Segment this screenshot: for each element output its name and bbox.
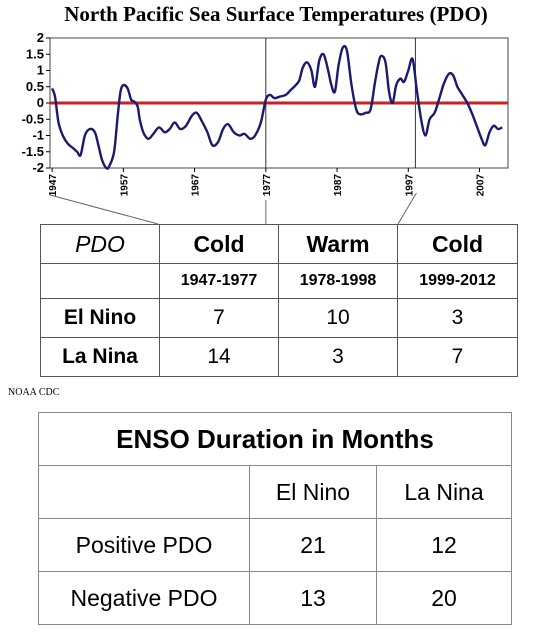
column-header-el-nino: El Nino [249,465,377,519]
count-cell: 14 [159,337,279,377]
y-tick-label: -1 [32,128,44,143]
y-tick-label: 1 [37,63,44,78]
y-tick-labels: 21.5 10.50-0.5 -1-1.5-2 [22,30,44,175]
y-tick-label: 2 [37,30,44,45]
enso-corner-cell [38,465,250,519]
x-tick-label: 2007 [476,174,487,197]
enso-duration-table: ENSO Duration in Months El Nino La Nina … [38,412,512,625]
y-tick-label: -1.5 [22,144,44,159]
enso-title-row: ENSO Duration in Months [38,412,512,466]
negative-pdo-row: Negative PDO 13 20 [38,571,512,625]
pdo-index-line [50,44,503,170]
duration-cell: 20 [376,571,512,625]
phase-cold-2-cell: Cold [397,224,518,264]
y-tick-label: 1.5 [26,46,44,61]
pdo-chart: 21.510.50-0.5-1-1.5-2 1947 1957 1967 1977 19… [22,30,509,224]
count-cell: 3 [397,298,518,338]
x-tick-labels: 1947 1957 1967 1977 1987 1997 2007 [48,174,486,197]
count-cell: 7 [397,337,518,377]
x-tick-label: 1987 [333,174,344,197]
count-cell: 10 [278,298,398,338]
phase-cold-1-cell: Cold [159,224,279,264]
y-tick-label: 0 [37,95,44,110]
row-label: Negative PDO [38,571,250,625]
period-blank-cell [40,263,160,299]
series-layer [50,44,503,170]
connector-lines [50,192,417,224]
row-label: El Nino [40,298,160,338]
count-cell: 7 [159,298,279,338]
row-label: La Nina [40,337,160,377]
period-cell: 1947-1977 [159,263,279,299]
pdo-phase-header-row: PDO Cold Warm Cold [40,224,518,264]
y-tick-label: -2 [32,160,44,175]
duration-cell: 21 [249,518,377,572]
chart-title: North Pacific Sea Surface Temperatures (… [64,2,488,26]
source-credit: NOAA CDC [8,387,60,398]
positive-pdo-row: Positive PDO 21 12 [38,518,512,572]
pdo-enso-count-table: PDO Cold Warm Cold 1947-1977 1978-1998 1… [40,224,518,377]
duration-cell: 13 [249,571,377,625]
y-tick-label: 0.5 [26,79,44,94]
x-tick-label: 1957 [119,174,130,197]
x-tick-label: 1997 [404,174,415,197]
x-tick-label: 1947 [48,174,59,197]
y-tick-label: -0.5 [22,111,44,126]
x-tick-label: 1967 [191,174,202,197]
enso-column-header-row: El Nino La Nina [38,465,512,519]
period-cell: 1978-1998 [278,263,398,299]
el-nino-row: El Nino 7 10 3 [40,298,518,338]
duration-cell: 12 [376,518,512,572]
x-tick-label: 1977 [262,174,273,197]
connector-line [397,192,417,224]
connector-line [50,194,159,224]
period-row: 1947-1977 1978-1998 1999-2012 [40,263,518,299]
row-label: Positive PDO [38,518,250,572]
la-nina-row: La Nina 14 3 7 [40,337,518,377]
column-header-la-nina: La Nina [376,465,512,519]
pdo-header-cell: PDO [40,224,160,264]
period-cell: 1999-2012 [397,263,518,299]
count-cell: 3 [278,337,398,377]
enso-table-title: ENSO Duration in Months [38,412,512,466]
phase-warm-cell: Warm [278,224,398,264]
